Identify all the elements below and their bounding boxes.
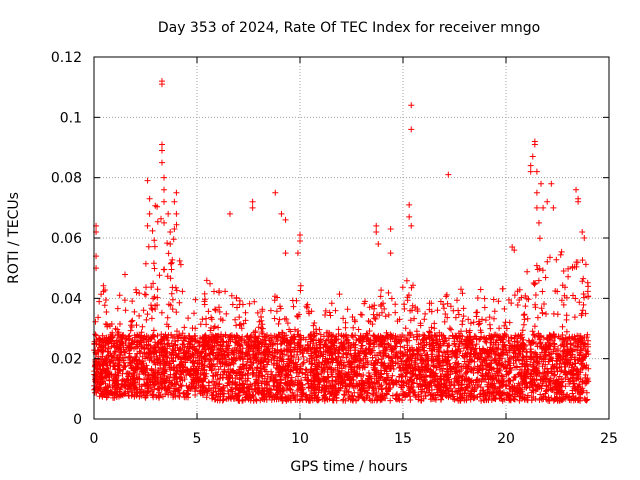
roti-point [509,244,516,251]
roti-point [158,147,165,154]
roti-point [408,102,415,109]
roti-point [161,198,168,205]
roti-point [249,204,256,211]
roti-point [408,126,415,133]
chart-title: Day 353 of 2024, Rate Of TEC Index for r… [158,20,540,36]
roti-point [161,186,168,193]
roti-point [272,189,279,196]
y-tick-label: 0.02 [51,352,82,368]
roti-point-cloud [91,202,592,404]
roti-point [387,225,394,232]
x-tick-label: 5 [193,431,202,447]
roti-point [533,168,540,175]
roti-point [575,198,582,205]
roti-point [550,204,557,211]
roti-point [373,222,380,229]
data-points [91,78,592,404]
roti-point [375,241,382,248]
roti-point [573,186,580,193]
y-tick-label: 0.12 [51,50,82,66]
roti-point [527,162,534,169]
roti-point [161,219,168,226]
roti-point [167,241,174,248]
roti-point [297,238,303,245]
y-tick-label: 0.08 [51,171,82,187]
roti-point [373,228,380,235]
x-tick-label: 10 [291,431,309,447]
x-tick-label: 20 [497,431,515,447]
roti-point [144,177,151,184]
roti-point [535,219,542,226]
x-axis-label: GPS time / hours [290,459,407,475]
roti-point [249,198,256,205]
roti-point [158,159,165,166]
roti-point [173,210,180,217]
roti-point [445,171,452,178]
y-tick-label: 0 [73,412,82,428]
roti-point [531,138,538,145]
roti-point [167,228,174,235]
y-tick-label: 0.06 [51,231,82,247]
roti-point [294,250,301,257]
roti-point [527,168,534,175]
roti-point [579,228,586,235]
roti-point [158,141,165,148]
y-axis-label: ROTI / TECUs [6,192,22,284]
roti-point [533,204,540,211]
roti-point [533,189,540,196]
roti-point [581,235,588,241]
roti-point [406,213,413,220]
roti-point [146,195,153,202]
axis-ticks: 0 5 10 15 20 25 0 0.02 0.04 0.06 0.08 0.1 0.12 [51,50,618,447]
roti-point [158,81,165,88]
roti-point [171,198,178,205]
x-tick-label: 15 [394,431,412,447]
roti-point [278,210,285,217]
roti-point [146,210,153,217]
roti-point [408,222,415,229]
roti-point [548,180,555,187]
roti-point [511,247,518,254]
roti-point [282,250,289,257]
roti-point [387,250,394,257]
roti-point [544,198,551,205]
roti-point [144,222,151,229]
roti-point [297,231,303,238]
roti-point [538,180,545,187]
roti-point [173,189,180,196]
roti-point [282,216,289,223]
x-tick-label: 0 [90,431,99,447]
roti-point [529,153,536,160]
roti-point [226,210,233,217]
roti-point [540,204,547,211]
x-tick-label: 25 [600,431,618,447]
y-tick-label: 0.1 [60,110,82,126]
roti-point [406,201,413,208]
roti-point [171,225,178,232]
y-tick-label: 0.04 [51,291,82,307]
roti-point [161,174,168,181]
roti-point [165,210,172,217]
grid [94,57,609,419]
